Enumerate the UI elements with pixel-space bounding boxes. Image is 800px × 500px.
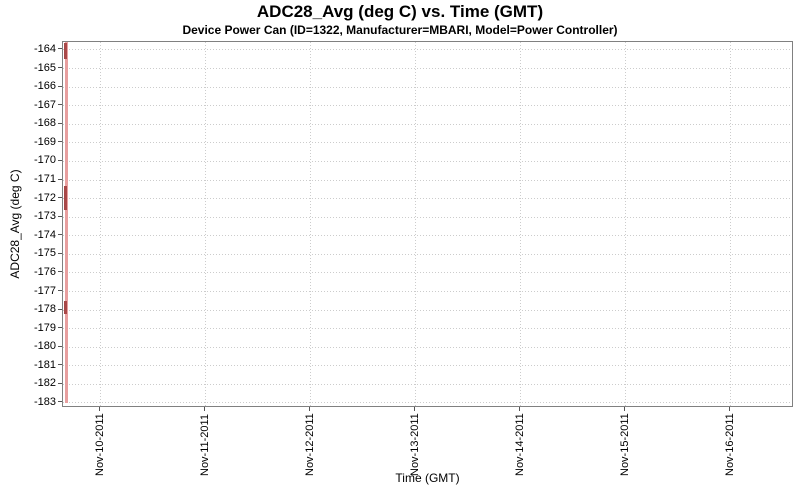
y-tick-label: -179 bbox=[33, 321, 56, 334]
x-axis-title: Time (GMT) bbox=[395, 471, 460, 485]
v-gridline bbox=[415, 42, 416, 406]
y-tick-mark bbox=[58, 308, 62, 310]
y-tick-label: -166 bbox=[33, 80, 56, 93]
x-tick-mark bbox=[729, 407, 730, 411]
plot-area bbox=[62, 41, 793, 407]
y-tick-mark bbox=[58, 364, 62, 366]
v-gridline bbox=[310, 42, 311, 406]
y-tick-label: -168 bbox=[33, 117, 56, 130]
h-gridline bbox=[63, 235, 792, 237]
y-tick-mark bbox=[58, 122, 62, 124]
y-tick-label: -170 bbox=[33, 154, 56, 167]
v-gridline bbox=[730, 42, 731, 406]
y-tick-label: -173 bbox=[33, 210, 56, 223]
v-gridline bbox=[100, 42, 101, 406]
h-gridline bbox=[63, 328, 792, 330]
y-tick-label: -174 bbox=[33, 228, 56, 241]
y-tick-mark bbox=[58, 290, 62, 291]
x-tick-label: Nov-11-2011 bbox=[198, 414, 211, 476]
x-tick-label: Nov-10-2011 bbox=[93, 413, 106, 476]
h-gridline bbox=[63, 272, 792, 274]
y-tick-mark bbox=[58, 271, 62, 273]
y-tick-mark bbox=[58, 215, 62, 217]
y-tick-mark bbox=[58, 104, 62, 106]
y-tick-label: -167 bbox=[33, 98, 56, 111]
h-gridline bbox=[63, 253, 792, 255]
y-tick-label: -177 bbox=[33, 284, 56, 297]
y-tick-mark bbox=[58, 197, 62, 199]
h-gridline bbox=[63, 68, 792, 70]
y-tick-label: -169 bbox=[33, 135, 56, 148]
h-gridline bbox=[63, 216, 792, 218]
y-axis-title: ADC28_Avg (deg C) bbox=[8, 169, 22, 279]
y-tick-mark bbox=[58, 48, 62, 50]
y-tick-label: -165 bbox=[33, 61, 56, 74]
y-tick-label: -171 bbox=[33, 173, 56, 186]
h-gridline bbox=[63, 49, 792, 51]
x-tick-label: Nov-13-2011 bbox=[408, 413, 421, 476]
y-tick-label: -164 bbox=[33, 42, 56, 55]
v-gridline bbox=[520, 42, 521, 406]
x-tick-label: Nov-16-2011 bbox=[723, 413, 736, 476]
h-gridline bbox=[63, 383, 792, 385]
y-tick-mark bbox=[58, 178, 62, 180]
y-tick-mark bbox=[58, 141, 62, 143]
y-tick-label: -178 bbox=[33, 303, 56, 316]
x-tick-mark bbox=[414, 407, 415, 411]
series-band-dense bbox=[64, 185, 67, 210]
y-tick-mark bbox=[58, 252, 62, 254]
x-tick-label: Nov-12-2011 bbox=[303, 413, 316, 476]
y-tick-label: -180 bbox=[33, 340, 56, 353]
h-gridline bbox=[63, 105, 792, 107]
v-gridline bbox=[205, 42, 206, 406]
x-tick-label: Nov-15-2011 bbox=[618, 413, 631, 476]
x-tick-mark bbox=[624, 407, 625, 411]
x-tick-mark bbox=[519, 407, 520, 411]
y-tick-mark bbox=[58, 159, 62, 161]
h-gridline bbox=[63, 142, 792, 144]
y-tick-mark bbox=[58, 382, 62, 384]
x-tick-mark bbox=[99, 407, 100, 411]
y-tick-label: -181 bbox=[33, 358, 56, 371]
series-band-dense bbox=[64, 300, 67, 314]
y-tick-label: -175 bbox=[33, 247, 56, 260]
series-band-dense bbox=[64, 42, 67, 60]
v-gridline bbox=[625, 42, 626, 406]
h-gridline bbox=[63, 309, 792, 311]
y-tick-label: -182 bbox=[33, 377, 56, 390]
h-gridline bbox=[63, 346, 792, 348]
y-tick-mark bbox=[58, 401, 62, 403]
chart-subtitle: Device Power Can (ID=1322, Manufacturer=… bbox=[182, 23, 618, 37]
h-gridline bbox=[63, 402, 792, 404]
h-gridline bbox=[63, 365, 792, 367]
y-tick-mark bbox=[58, 327, 62, 329]
series-band-light bbox=[64, 42, 68, 403]
y-tick-mark bbox=[58, 345, 62, 347]
y-tick-mark bbox=[58, 85, 62, 87]
y-tick-mark bbox=[58, 67, 62, 69]
h-gridline bbox=[63, 179, 792, 181]
h-gridline bbox=[63, 291, 792, 292]
y-tick-mark bbox=[58, 234, 62, 236]
x-tick-mark bbox=[309, 407, 310, 411]
x-tick-mark bbox=[204, 407, 205, 411]
y-tick-label: -183 bbox=[33, 395, 56, 408]
y-tick-label: -176 bbox=[33, 265, 56, 278]
h-gridline bbox=[63, 123, 792, 125]
y-tick-label: -172 bbox=[33, 191, 56, 204]
h-gridline bbox=[63, 86, 792, 88]
h-gridline bbox=[63, 198, 792, 200]
h-gridline bbox=[63, 160, 792, 162]
chart-title: ADC28_Avg (deg C) vs. Time (GMT) bbox=[256, 2, 544, 21]
x-tick-label: Nov-14-2011 bbox=[513, 413, 526, 476]
